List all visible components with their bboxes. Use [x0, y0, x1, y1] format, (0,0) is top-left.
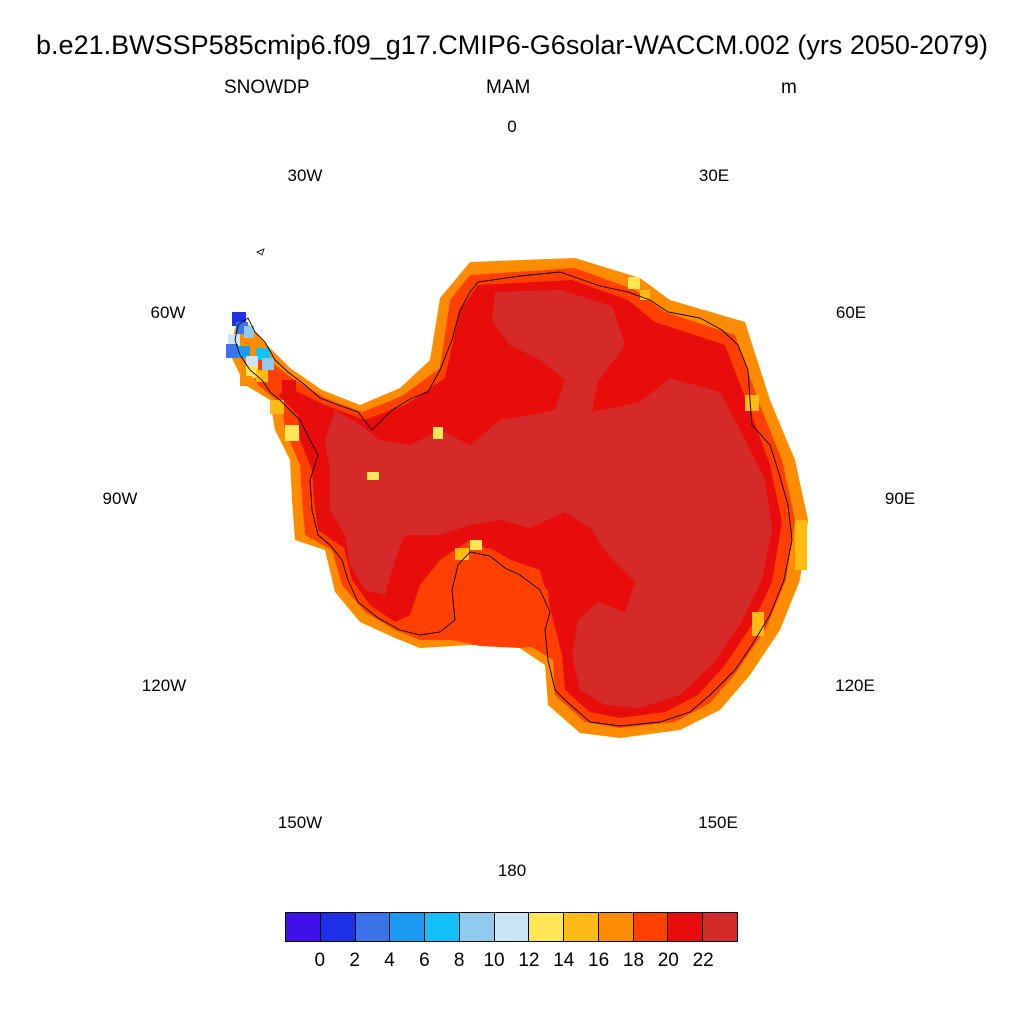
colorbar-tick-label: 22 [692, 950, 714, 971]
colorbar-tick-label: 12 [518, 950, 540, 971]
lon-label-0: 0 [507, 117, 517, 136]
peninsula-cell [238, 346, 250, 358]
colorbar-swatch [494, 913, 530, 941]
units-label: m [781, 77, 797, 98]
coastal-cell [628, 277, 640, 289]
island-outline [256, 248, 265, 256]
peninsula-cell [240, 376, 252, 386]
colorbar-swatch [668, 913, 704, 941]
ross-ice-shelf [440, 548, 552, 648]
colorbar-swatch [598, 913, 634, 941]
colorbar-swatch [564, 913, 599, 941]
lon-label-150w: 150W [277, 813, 323, 832]
peninsula-cell [256, 348, 270, 360]
coastal-cell [640, 290, 650, 300]
lon-label-150e: 150E [698, 813, 738, 832]
coastal-cell [367, 472, 379, 480]
coastal-cell [795, 520, 807, 570]
variable-label: SNOWDP [224, 77, 310, 98]
colorbar-swatch [425, 913, 460, 941]
lon-label-90w: 90W [102, 489, 138, 508]
peninsula-cell [246, 356, 258, 368]
colorbar-swatch [355, 913, 391, 941]
peninsula-cell [268, 372, 282, 384]
colorbar-tick-label: 4 [384, 950, 395, 971]
colorbar-swatch [529, 913, 565, 941]
colorbar-tick-label: 20 [657, 950, 679, 971]
coastal-cell [433, 427, 443, 439]
season-label: MAM [486, 77, 531, 98]
lon-label-120w: 120W [141, 676, 187, 695]
colorbar-swatch [633, 913, 669, 941]
peninsula-cell [244, 326, 254, 338]
lon-label-90e: 90E [884, 489, 916, 508]
lon-label-60e: 60E [835, 303, 867, 322]
coastal-cell [752, 612, 764, 636]
coastal-cell [455, 548, 469, 560]
coastal-cell [745, 395, 759, 411]
peninsula-cell [228, 334, 240, 346]
peninsula-cell [282, 380, 296, 392]
lon-label-60w: 60W [150, 303, 186, 322]
coastal-cell [270, 400, 284, 414]
colorbar-tick-label: 18 [622, 950, 645, 971]
colorbar-tick-label: 14 [553, 950, 575, 971]
colorbar-tick-label: 0 [314, 950, 326, 971]
lon-label-180: 180 [497, 861, 527, 880]
lon-label-30w: 30W [287, 166, 323, 185]
lon-label-120e: 120E [835, 676, 875, 695]
colorbar-swatch [703, 913, 737, 941]
colorbar-swatch [390, 913, 426, 941]
peninsula-cell [256, 370, 268, 382]
coastal-cell [470, 540, 482, 550]
plot-title: b.e21.BWSSP585cmip6.f09_g17.CMIP6-G6sola… [36, 30, 988, 60]
interior-plateau [325, 290, 772, 708]
lon-label-30e: 30E [698, 166, 730, 185]
colorbar-tick-label: 16 [588, 950, 610, 971]
peninsula-cell [226, 344, 238, 358]
colorbar [285, 912, 738, 942]
colorbar-swatch [286, 913, 321, 941]
coastal-cell [285, 425, 299, 441]
colorbar-tick-label: 8 [453, 950, 465, 971]
colorbar-swatch [320, 913, 356, 941]
colorbar-tick-label: 10 [483, 950, 505, 971]
colorbar-swatch [459, 913, 495, 941]
coastline [234, 271, 793, 727]
colorbar-tick-label: 2 [349, 950, 360, 971]
peninsula-cell [262, 358, 274, 370]
colorbar-tick-label: 6 [419, 950, 430, 971]
